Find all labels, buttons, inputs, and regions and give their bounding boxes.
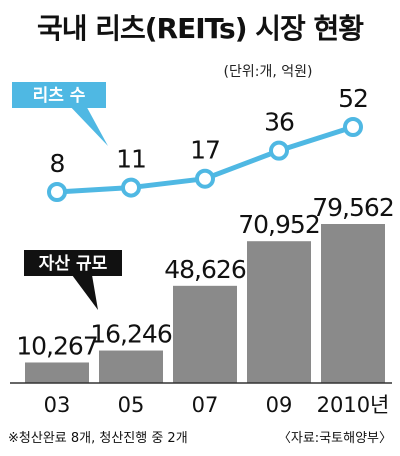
bar-05: [99, 350, 163, 383]
x-tick-label: 03: [44, 393, 71, 417]
bar-2010년: [321, 224, 385, 383]
line-value-label: 8: [50, 149, 65, 178]
line-value-label: 52: [338, 84, 368, 113]
unit-note: (단위:개, 억원): [224, 64, 313, 80]
line-value-label: 11: [116, 145, 146, 174]
line-legend-label: 리츠 수: [33, 86, 86, 106]
bar-03: [25, 362, 89, 383]
line-point-07: [195, 168, 215, 189]
bar-value-label: 70,952: [238, 210, 319, 239]
bar-value-label: 79,562: [312, 193, 393, 222]
bar-legend-pointer: [72, 275, 98, 310]
source-note: 〈자료:국토해양부〉: [278, 431, 392, 446]
bar-09: [247, 241, 311, 383]
x-tick-label: 2010년: [317, 393, 390, 417]
line-point-09: [269, 140, 289, 161]
bar-value-label: 48,626: [164, 255, 246, 284]
line-value-label: 17: [190, 136, 220, 165]
bar-07: [173, 285, 237, 383]
footnote: ※청산완료 8개, 청산진행 중 2개: [8, 430, 188, 446]
x-tick-label: 09: [266, 393, 293, 417]
x-tick-label: 05: [118, 393, 145, 417]
bar-legend-box: [24, 250, 122, 276]
line-series-legend: 리츠 수: [12, 82, 108, 146]
line-value-label: 36: [264, 108, 294, 137]
line-legend-box: [12, 82, 106, 108]
line-point-03: [47, 182, 67, 202]
x-axis-ticks: 03 05 07 09 2010년: [44, 393, 390, 417]
line-point-2010년: [343, 117, 363, 137]
bar-series-legend: 자산 규모: [24, 250, 122, 310]
x-tick-label: 07: [192, 393, 219, 417]
bar-value-label: 10,267: [16, 331, 97, 360]
line-legend-pointer: [66, 102, 108, 146]
bar-value-label: 16,246: [90, 320, 172, 349]
line-point-05: [121, 177, 141, 198]
chart-title: 국내 리츠(REITs) 시장 현황: [37, 12, 364, 45]
bar-legend-label: 자산 규모: [39, 254, 108, 274]
line-layer: 8 11 17 36 52: [47, 84, 369, 202]
